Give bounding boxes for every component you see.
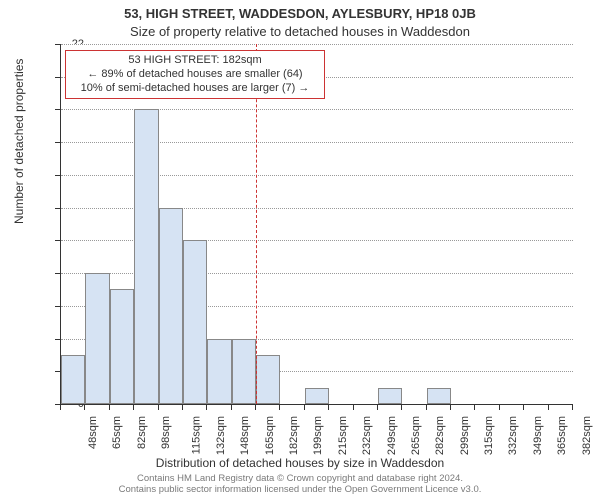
x-tick-label: 365sqm: [556, 416, 568, 455]
x-tick-label: 115sqm: [190, 416, 202, 454]
x-tick-label: 265sqm: [410, 416, 422, 455]
histogram-bar: [378, 388, 402, 404]
x-tick-label: 65sqm: [111, 416, 123, 449]
x-tick-label: 299sqm: [459, 416, 471, 455]
histogram-bar: [427, 388, 451, 404]
x-tick-label: 148sqm: [239, 416, 251, 455]
x-tick-mark: [572, 405, 573, 410]
x-tick-mark: [158, 405, 159, 410]
histogram-bar: [256, 355, 280, 404]
gridline: [61, 44, 573, 45]
x-tick-mark: [548, 405, 549, 410]
annotation-line1: 53 HIGH STREET: 182sqm: [72, 54, 318, 68]
x-axis-title: Distribution of detached houses by size …: [0, 456, 600, 470]
histogram-bar: [207, 339, 231, 404]
x-tick-label: 382sqm: [581, 416, 593, 455]
x-tick-label: 315sqm: [483, 416, 495, 455]
x-tick-label: 349sqm: [532, 416, 544, 455]
x-tick-mark: [255, 405, 256, 410]
x-tick-mark: [109, 405, 110, 410]
x-tick-mark: [133, 405, 134, 410]
x-tick-mark: [450, 405, 451, 410]
histogram-bar: [232, 339, 256, 404]
histogram-bar: [159, 208, 183, 404]
plot-area: 53 HIGH STREET: 182sqm ← 89% of detached…: [60, 44, 573, 405]
x-tick-label: 165sqm: [264, 416, 276, 455]
histogram-bar: [305, 388, 329, 404]
x-tick-mark: [499, 405, 500, 410]
x-tick-mark: [206, 405, 207, 410]
histogram-bar: [85, 273, 109, 404]
histogram-bar: [110, 289, 134, 404]
x-tick-label: 282sqm: [434, 416, 446, 455]
x-tick-label: 215sqm: [337, 416, 349, 455]
annotation-line2: ← 89% of detached houses are smaller (64…: [72, 68, 318, 82]
x-tick-mark: [304, 405, 305, 410]
x-tick-mark: [231, 405, 232, 410]
histogram-bar: [134, 109, 158, 404]
x-tick-label: 82sqm: [136, 416, 148, 449]
x-tick-mark: [426, 405, 427, 410]
x-tick-mark: [328, 405, 329, 410]
x-tick-label: 182sqm: [288, 416, 300, 455]
histogram-bar: [183, 240, 207, 404]
chart-title-main: 53, HIGH STREET, WADDESDON, AYLESBURY, H…: [0, 6, 600, 21]
x-tick-mark: [523, 405, 524, 410]
x-tick-mark: [353, 405, 354, 410]
x-tick-label: 48sqm: [87, 416, 99, 449]
chart-footer: Contains HM Land Registry data © Crown c…: [0, 474, 600, 496]
x-tick-label: 332sqm: [508, 416, 520, 455]
x-tick-label: 98sqm: [160, 416, 172, 449]
x-tick-label: 232sqm: [361, 416, 373, 455]
chart-container: 53, HIGH STREET, WADDESDON, AYLESBURY, H…: [0, 0, 600, 500]
annotation-box: 53 HIGH STREET: 182sqm ← 89% of detached…: [65, 50, 325, 99]
y-axis-title: Number of detached properties: [12, 59, 26, 224]
x-tick-mark: [377, 405, 378, 410]
x-tick-mark: [474, 405, 475, 410]
x-tick-mark: [84, 405, 85, 410]
chart-title-sub: Size of property relative to detached ho…: [0, 24, 600, 39]
x-tick-label: 132sqm: [215, 416, 227, 455]
annotation-line3: 10% of semi-detached houses are larger (…: [72, 82, 318, 96]
x-tick-label: 249sqm: [386, 416, 398, 455]
histogram-bar: [61, 355, 85, 404]
x-tick-mark: [279, 405, 280, 410]
x-tick-mark: [182, 405, 183, 410]
x-tick-label: 199sqm: [313, 416, 325, 455]
x-tick-mark: [60, 405, 61, 410]
footer-line2: Contains public sector information licen…: [0, 485, 600, 496]
x-tick-mark: [401, 405, 402, 410]
